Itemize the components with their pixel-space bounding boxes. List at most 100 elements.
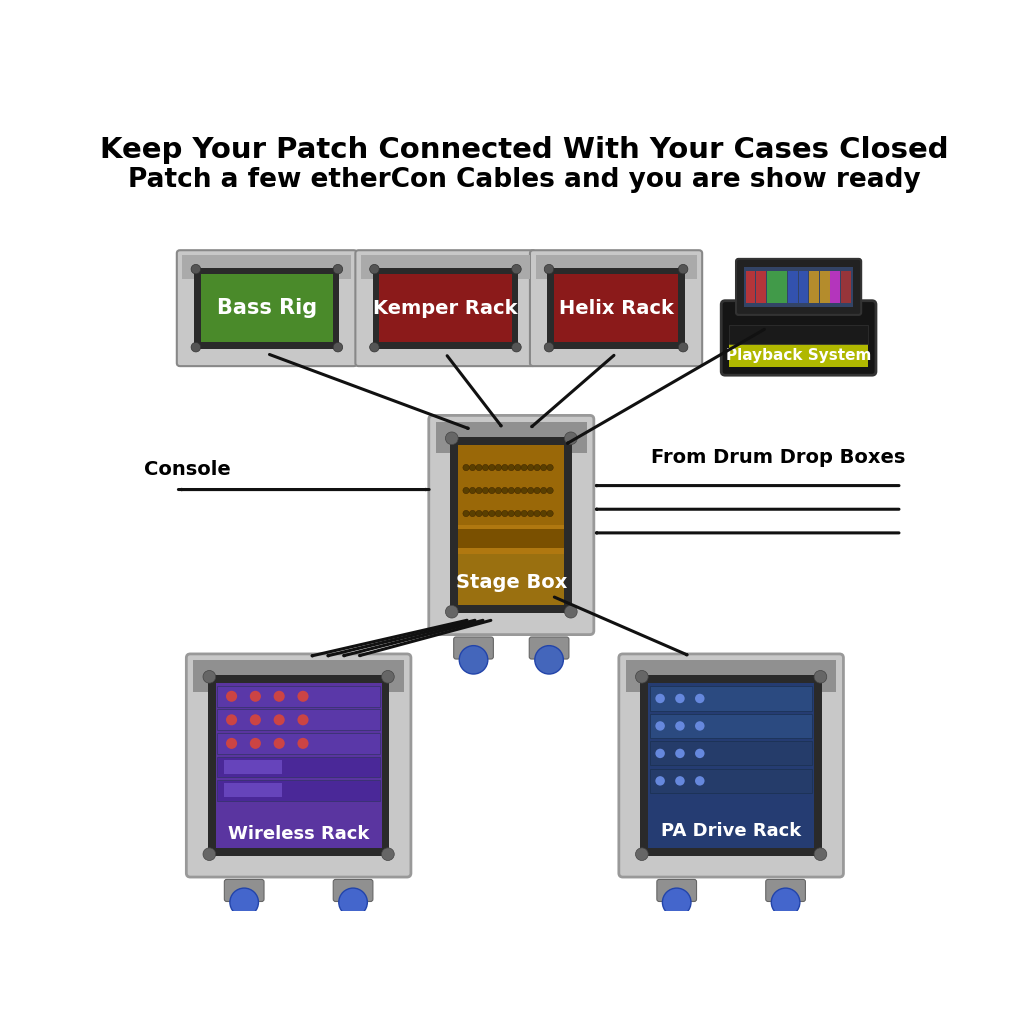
Circle shape	[508, 510, 514, 517]
Circle shape	[695, 693, 705, 703]
Circle shape	[655, 693, 665, 703]
Circle shape	[512, 342, 521, 352]
Circle shape	[250, 715, 261, 725]
Bar	[626, 660, 837, 692]
Circle shape	[333, 264, 343, 273]
Circle shape	[534, 465, 541, 471]
Circle shape	[463, 510, 469, 517]
Circle shape	[502, 465, 508, 471]
Circle shape	[655, 721, 665, 731]
Text: Console: Console	[143, 461, 230, 479]
Bar	[554, 273, 678, 342]
Circle shape	[203, 848, 216, 860]
Circle shape	[534, 487, 541, 494]
Bar	[458, 529, 564, 548]
Circle shape	[333, 342, 343, 352]
Bar	[536, 255, 696, 280]
Bar	[650, 686, 812, 711]
Circle shape	[226, 691, 238, 701]
Circle shape	[675, 776, 685, 785]
Circle shape	[445, 432, 458, 444]
Circle shape	[814, 848, 826, 860]
Bar	[729, 326, 868, 344]
Circle shape	[527, 487, 534, 494]
Bar	[640, 675, 822, 856]
Circle shape	[541, 510, 547, 517]
Circle shape	[527, 510, 534, 517]
Circle shape	[476, 465, 482, 471]
Bar	[208, 675, 389, 856]
FancyBboxPatch shape	[766, 880, 806, 901]
FancyBboxPatch shape	[656, 880, 696, 901]
Circle shape	[297, 738, 308, 749]
Circle shape	[370, 264, 379, 273]
Circle shape	[496, 487, 502, 494]
Circle shape	[534, 510, 541, 517]
Circle shape	[515, 465, 521, 471]
Circle shape	[512, 264, 521, 273]
Circle shape	[191, 342, 201, 352]
FancyBboxPatch shape	[618, 654, 844, 878]
Circle shape	[655, 749, 665, 758]
Bar	[436, 422, 587, 453]
Bar	[195, 267, 340, 349]
Circle shape	[675, 721, 685, 731]
Bar	[182, 255, 351, 280]
Circle shape	[339, 888, 368, 916]
Circle shape	[273, 738, 285, 749]
Bar	[650, 741, 812, 766]
Circle shape	[541, 487, 547, 494]
Text: Keep Your Patch Connected With Your Cases Closed: Keep Your Patch Connected With Your Case…	[100, 136, 949, 165]
Circle shape	[226, 738, 238, 749]
Circle shape	[488, 510, 495, 517]
FancyBboxPatch shape	[355, 250, 536, 367]
Circle shape	[675, 749, 685, 758]
FancyBboxPatch shape	[736, 259, 861, 314]
Circle shape	[535, 646, 563, 674]
Circle shape	[488, 465, 495, 471]
Circle shape	[547, 487, 553, 494]
Circle shape	[445, 605, 458, 618]
Bar	[809, 270, 819, 303]
Circle shape	[502, 487, 508, 494]
Circle shape	[515, 487, 521, 494]
Circle shape	[297, 715, 308, 725]
Text: Bass Rig: Bass Rig	[217, 298, 317, 318]
Circle shape	[515, 510, 521, 517]
Circle shape	[463, 487, 469, 494]
Bar	[729, 344, 868, 368]
Bar	[379, 273, 512, 342]
Circle shape	[482, 487, 488, 494]
Circle shape	[521, 510, 527, 517]
Circle shape	[655, 776, 665, 785]
Bar	[217, 780, 380, 801]
Circle shape	[564, 605, 578, 618]
Circle shape	[663, 888, 691, 916]
FancyBboxPatch shape	[177, 250, 357, 367]
FancyBboxPatch shape	[529, 637, 569, 659]
Circle shape	[544, 342, 554, 352]
Circle shape	[508, 487, 514, 494]
Circle shape	[459, 646, 487, 674]
Text: Playback System: Playback System	[726, 348, 871, 364]
Circle shape	[544, 264, 554, 273]
Bar	[820, 270, 829, 303]
Bar	[745, 270, 756, 303]
Circle shape	[508, 465, 514, 471]
FancyBboxPatch shape	[186, 654, 411, 878]
Circle shape	[496, 465, 502, 471]
Circle shape	[476, 510, 482, 517]
Circle shape	[463, 465, 469, 471]
Circle shape	[502, 510, 508, 517]
Circle shape	[370, 342, 379, 352]
Bar	[217, 733, 380, 754]
Circle shape	[678, 342, 688, 352]
Circle shape	[482, 465, 488, 471]
Bar	[830, 270, 841, 303]
Circle shape	[695, 749, 705, 758]
Circle shape	[191, 264, 201, 273]
Bar	[201, 273, 333, 342]
Circle shape	[273, 691, 285, 701]
Circle shape	[469, 510, 476, 517]
Circle shape	[382, 848, 394, 860]
